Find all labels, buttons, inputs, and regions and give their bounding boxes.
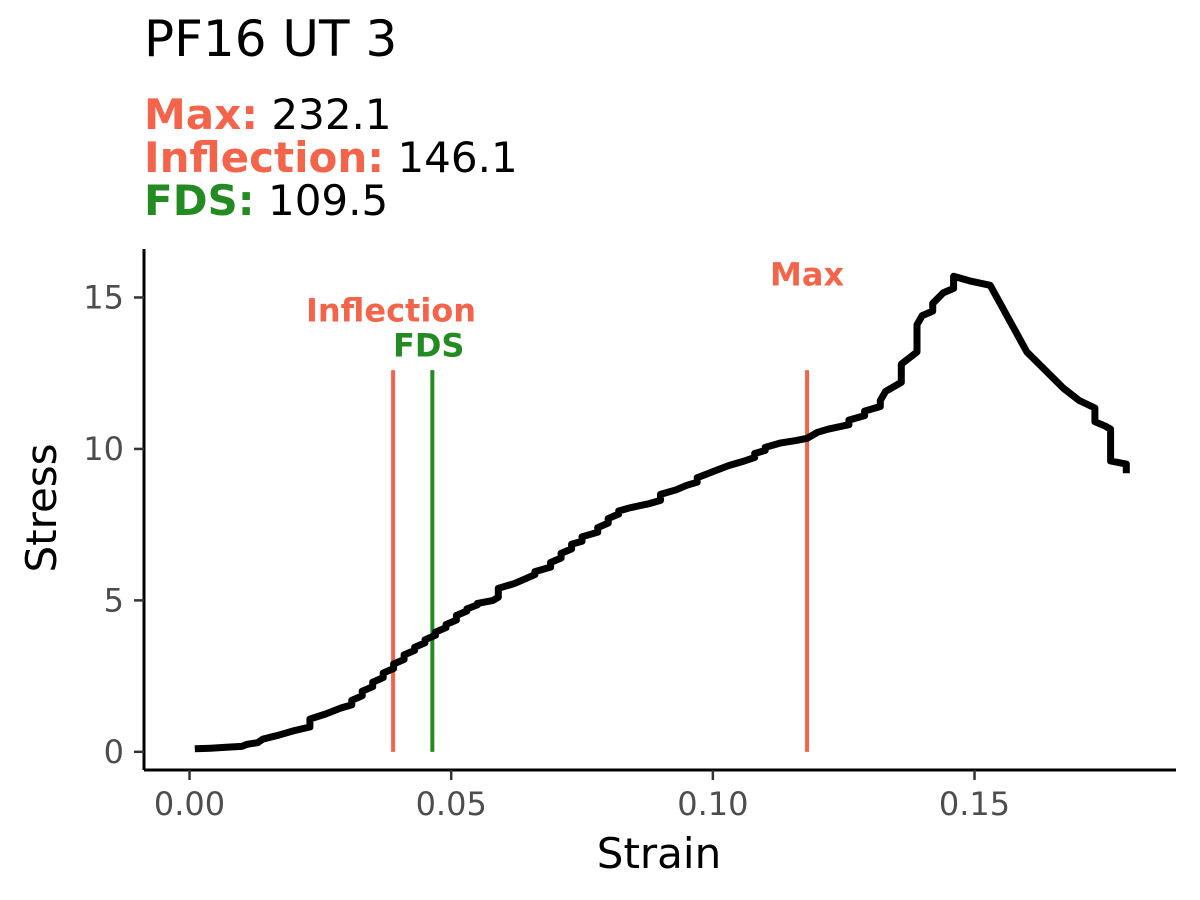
chart-title: PF16 UT 3 [144, 10, 398, 68]
y-tick-label: 5 [104, 581, 124, 619]
x-tick-label: 0.15 [939, 785, 1010, 823]
axes-layer: 0.00 0.05 0.10 0.15 0 5 10 15 [83, 249, 1176, 823]
subtitle-inflection-label: Inflection: [144, 133, 385, 182]
inflection-reference-label: Inflection [306, 292, 476, 330]
max-reference-label: Max [770, 255, 844, 293]
x-tick-label: 0.00 [154, 785, 225, 823]
subtitle-fds-label: FDS: [144, 176, 255, 225]
subtitle-max-label: Max: [144, 90, 259, 139]
y-axis-label: Stress [17, 443, 66, 572]
subtitle-inflection-value: 146.1 [397, 133, 518, 182]
subtitle-max-value: 232.1 [271, 90, 392, 139]
y-tick-label: 10 [83, 430, 124, 468]
subtitle-fds: FDS: 109.5 [144, 180, 388, 222]
subtitle-fds-value: 109.5 [267, 176, 389, 225]
y-tick-label: 0 [104, 733, 124, 771]
stress-strain-series-line [194, 272, 1130, 753]
x-axis-label: Strain [597, 829, 721, 878]
subtitle-inflection: Inflection: 146.1 [144, 137, 518, 179]
fds-reference-label: FDS [393, 327, 464, 365]
subtitle-max: Max: 232.1 [144, 94, 392, 136]
x-tick-label: 0.10 [677, 785, 748, 823]
series-layer [194, 272, 1130, 753]
x-tick-label: 0.05 [416, 785, 487, 823]
y-tick-label: 15 [83, 278, 124, 316]
